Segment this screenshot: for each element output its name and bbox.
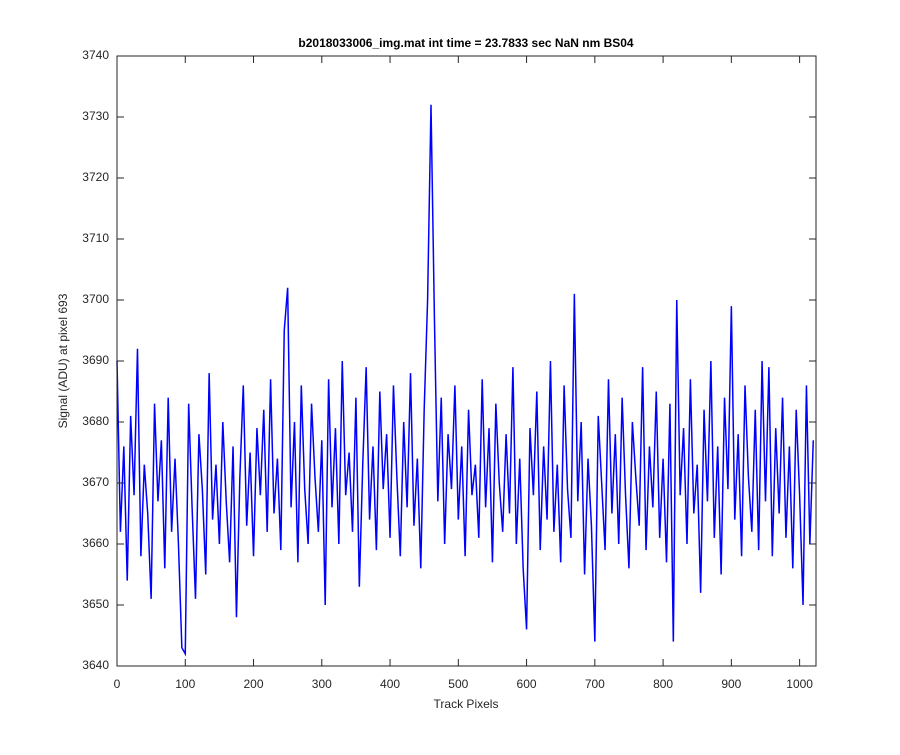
y-tick-label: 3730 xyxy=(82,109,109,123)
x-tick-label: 1000 xyxy=(786,677,813,691)
x-tick-label: 100 xyxy=(175,677,195,691)
x-tick-label: 500 xyxy=(448,677,468,691)
data-line xyxy=(116,104,815,657)
y-tick-label: 3660 xyxy=(82,536,109,550)
y-tick-label: 3740 xyxy=(82,48,109,62)
y-axis-label: Signal (ADU) at pixel 693 xyxy=(56,293,70,428)
y-tick-label: 3640 xyxy=(82,658,109,672)
y-tick-label: 3710 xyxy=(82,231,109,245)
x-tick-label: 600 xyxy=(517,677,537,691)
x-tick-label: 300 xyxy=(312,677,332,691)
y-tick-label: 3680 xyxy=(82,414,109,428)
y-tick-label: 3670 xyxy=(82,475,109,489)
x-tick-label: 0 xyxy=(114,677,121,691)
x-tick-label: 800 xyxy=(653,677,673,691)
x-tick-label: 200 xyxy=(244,677,264,691)
y-tick-label: 3650 xyxy=(82,597,109,611)
x-tick-label: 400 xyxy=(380,677,400,691)
y-tick-label: 3690 xyxy=(82,353,109,367)
y-tick-label: 3700 xyxy=(82,292,109,306)
chart-title: b2018033006_img.mat int time = 23.7833 s… xyxy=(298,36,634,50)
x-axis-label: Track Pixels xyxy=(434,697,499,711)
y-tick-label: 3720 xyxy=(82,170,109,184)
x-tick-label: 900 xyxy=(721,677,741,691)
x-tick-label: 700 xyxy=(585,677,605,691)
